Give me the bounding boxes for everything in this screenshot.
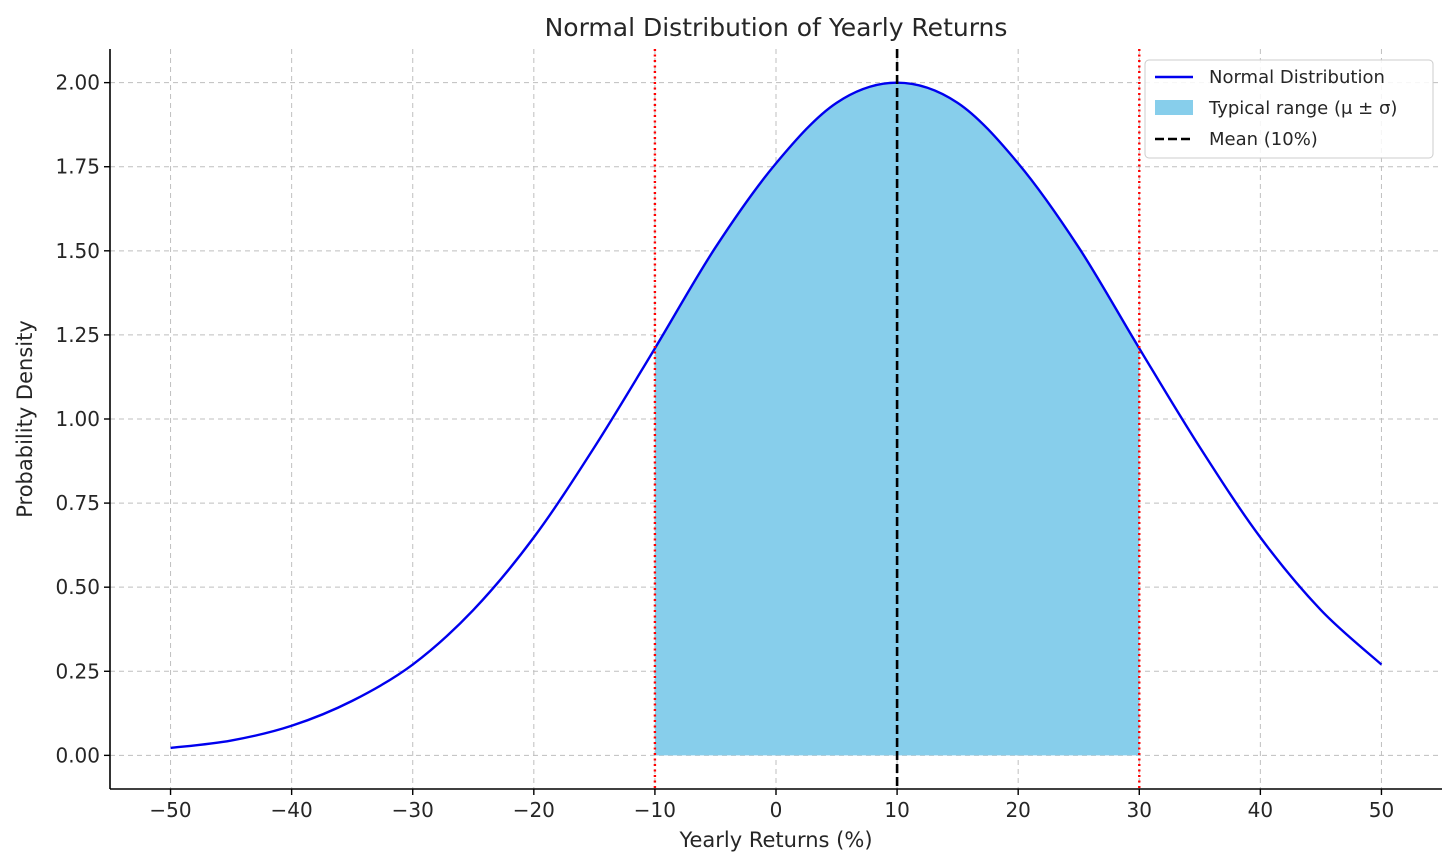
legend-label-mean: Mean (10%) (1209, 129, 1318, 150)
legend-label-normal-distribution: Normal Distribution (1209, 67, 1385, 88)
x-tick-label-3: −20 (513, 798, 555, 822)
legend-label-typical-range: Typical range (μ ± σ) (1208, 98, 1397, 119)
x-tick-label-5: 0 (770, 798, 783, 822)
y-axis-label: Probability Density (13, 320, 37, 518)
x-tick-label-0: −50 (149, 798, 191, 822)
x-tick-label-6: 10 (884, 798, 909, 822)
y-tick-label-1: 0.25 (55, 659, 100, 683)
x-tick-label-9: 40 (1248, 798, 1273, 822)
normal-distribution-line (170, 81, 1383, 750)
y-tick-label-8: 2.00 (55, 71, 100, 95)
x-tick-label-10: 50 (1369, 798, 1394, 822)
chart-title: Normal Distribution of Yearly Returns (545, 13, 1008, 42)
x-tick-label-8: 30 (1127, 798, 1152, 822)
y-tick-label-7: 1.75 (55, 155, 100, 179)
x-tick-label-1: −40 (271, 798, 313, 822)
x-tick-label-7: 20 (1005, 798, 1030, 822)
x-tick-label-4: −10 (634, 798, 676, 822)
y-tick-label-3: 0.75 (55, 491, 100, 515)
y-tick-label-5: 1.25 (55, 323, 100, 347)
x-tick-label-2: −30 (392, 798, 434, 822)
legend: Normal Distribution Typical range (μ ± σ… (1144, 59, 1434, 159)
y-tick-label-0: 0.00 (55, 743, 100, 767)
tick-layer: −50 −40 −30 −20 −10 0 10 20 30 40 50 0.00 0.25 0.50 0.… (55, 71, 1394, 822)
legend-box (1144, 59, 1434, 159)
y-tick-label-2: 0.50 (55, 575, 100, 599)
x-axis-label: Yearly Returns (%) (678, 828, 872, 852)
reference-line-layer (653, 49, 1141, 789)
y-tick-label-6: 1.50 (55, 239, 100, 263)
y-tick-label-4: 1.00 (55, 407, 100, 431)
line-layer (170, 81, 1383, 750)
legend-swatch-typical-range (1155, 100, 1193, 115)
